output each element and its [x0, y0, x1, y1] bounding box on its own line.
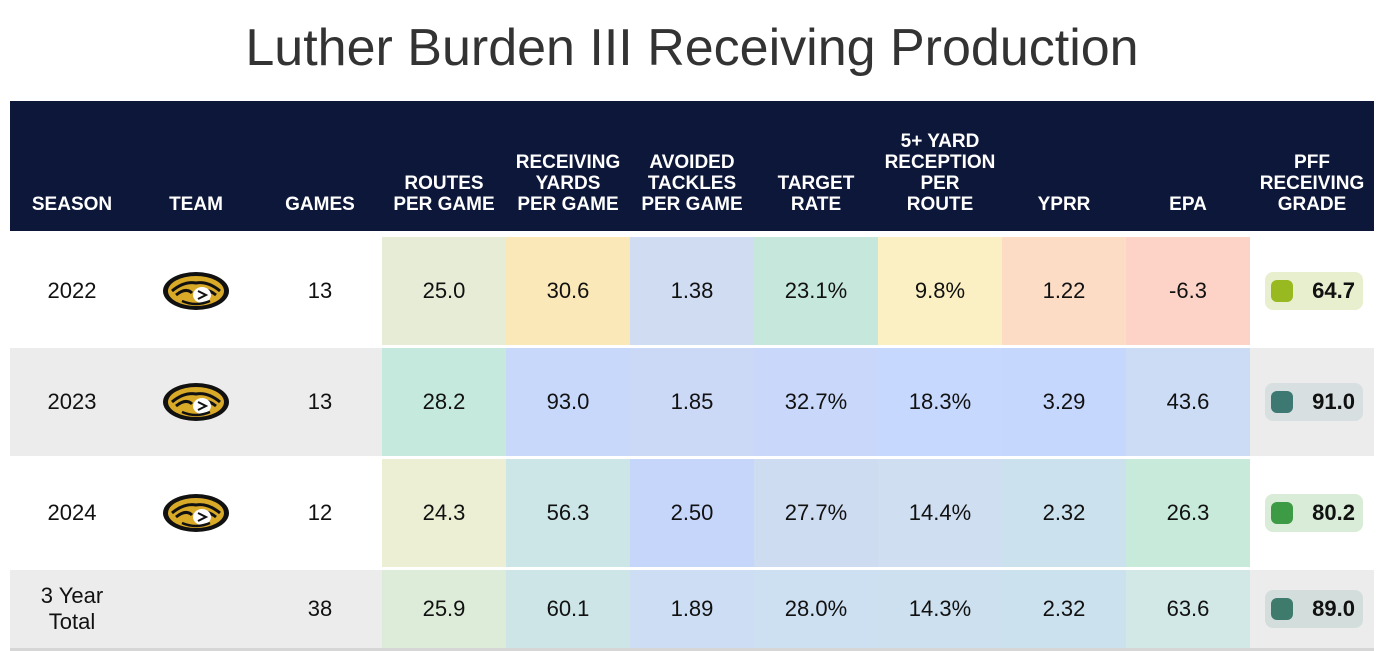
five-plus-yard-reception-per-route-cell: 18.3% [878, 345, 1002, 456]
avoided-tackles-per-game-cell: 1.85 [630, 345, 754, 456]
missouri-tiger-logo [163, 272, 229, 310]
table-row: 2022 13 25.0 30.6 1.38 23.1% 9.8% 1.22 -… [10, 231, 1374, 345]
receiving-yards-per-game-cell: 93.0 [506, 345, 630, 456]
yprr-cell: 3.29 [1002, 345, 1126, 456]
header-team: TEAM [134, 101, 258, 231]
pff-grade-cell: 89.0 [1250, 567, 1374, 651]
season-cell: 3 Year Total [10, 567, 134, 651]
epa-cell: 63.6 [1126, 567, 1250, 651]
receiving-yards-per-game-cell: 30.6 [506, 231, 630, 345]
missouri-tiger-logo [163, 494, 229, 532]
grade-badge: 64.7 [1265, 272, 1363, 310]
team-cell [134, 345, 258, 456]
routes-per-game-cell: 24.3 [382, 456, 506, 567]
epa-cell: 26.3 [1126, 456, 1250, 567]
season-cell: 2024 [10, 456, 134, 567]
header-receiving-yards-per-game: RECEIVING YARDS PER GAME [506, 101, 630, 231]
season-cell: 2023 [10, 345, 134, 456]
routes-per-game-cell: 25.9 [382, 567, 506, 651]
target-rate-cell: 28.0% [754, 567, 878, 651]
missouri-tiger-logo [163, 383, 229, 421]
pff-grade-cell: 80.2 [1250, 456, 1374, 567]
games-cell: 13 [258, 345, 382, 456]
pff-grade-cell: 64.7 [1250, 231, 1374, 345]
games-cell: 38 [258, 567, 382, 651]
grade-indicator [1271, 502, 1293, 524]
team-cell [134, 456, 258, 567]
header-5-plus-yard-reception-per-route: 5+ YARD RECEPTION PER ROUTE [878, 101, 1002, 231]
table-row: 2023 13 28.2 93.0 1.85 32.7% 18.3% 3.29 … [10, 345, 1374, 456]
epa-cell: 43.6 [1126, 345, 1250, 456]
five-plus-yard-reception-per-route-cell: 14.3% [878, 567, 1002, 651]
header-target-rate: TARGET RATE [754, 101, 878, 231]
avoided-tackles-per-game-cell: 1.38 [630, 231, 754, 345]
routes-per-game-cell: 28.2 [382, 345, 506, 456]
table-row: 2024 12 24.3 56.3 2.50 27.7% 14.4% 2.32 … [10, 456, 1374, 567]
header-season: SEASON [10, 101, 134, 231]
yprr-cell: 2.32 [1002, 456, 1126, 567]
grade-badge: 80.2 [1265, 494, 1363, 532]
team-cell [134, 231, 258, 345]
header-avoided-tackles-per-game: AVOIDED TACKLES PER GAME [630, 101, 754, 231]
avoided-tackles-per-game-cell: 1.89 [630, 567, 754, 651]
header-pff-receiving-grade: PFF RECEIVING GRADE [1250, 101, 1374, 231]
avoided-tackles-per-game-cell: 2.50 [630, 456, 754, 567]
five-plus-yard-reception-per-route-cell: 14.4% [878, 456, 1002, 567]
receiving-yards-per-game-cell: 60.1 [506, 567, 630, 651]
pff-grade-cell: 91.0 [1250, 345, 1374, 456]
games-cell: 13 [258, 231, 382, 345]
grade-badge: 91.0 [1265, 383, 1363, 421]
target-rate-cell: 32.7% [754, 345, 878, 456]
target-rate-cell: 27.7% [754, 456, 878, 567]
season-cell: 2022 [10, 231, 134, 345]
grade-badge: 89.0 [1265, 590, 1363, 628]
target-rate-cell: 23.1% [754, 231, 878, 345]
header-yprr: YPRR [1002, 101, 1126, 231]
yprr-cell: 1.22 [1002, 231, 1126, 345]
yprr-cell: 2.32 [1002, 567, 1126, 651]
epa-cell: -6.3 [1126, 231, 1250, 345]
receiving-production-table: SEASON TEAM GAMES ROUTES PER GAME RECEIV… [10, 101, 1374, 651]
routes-per-game-cell: 25.0 [382, 231, 506, 345]
games-cell: 12 [258, 456, 382, 567]
grade-indicator [1271, 280, 1293, 302]
table-row: 3 Year Total 38 25.9 60.1 1.89 28.0% 14.… [10, 567, 1374, 651]
receiving-yards-per-game-cell: 56.3 [506, 456, 630, 567]
header-row: SEASON TEAM GAMES ROUTES PER GAME RECEIV… [10, 101, 1374, 231]
grade-value: 91.0 [1312, 389, 1355, 414]
grade-indicator [1271, 391, 1293, 413]
grade-value: 80.2 [1312, 500, 1355, 525]
grade-indicator [1271, 598, 1293, 620]
grade-value: 64.7 [1312, 278, 1355, 303]
chart-title: Luther Burden III Receiving Production [245, 19, 1139, 77]
grade-value: 89.0 [1312, 596, 1355, 621]
five-plus-yard-reception-per-route-cell: 9.8% [878, 231, 1002, 345]
header-games: GAMES [258, 101, 382, 231]
header-epa: EPA [1126, 101, 1250, 231]
team-cell [134, 567, 258, 651]
header-routes-per-game: ROUTES PER GAME [382, 101, 506, 231]
